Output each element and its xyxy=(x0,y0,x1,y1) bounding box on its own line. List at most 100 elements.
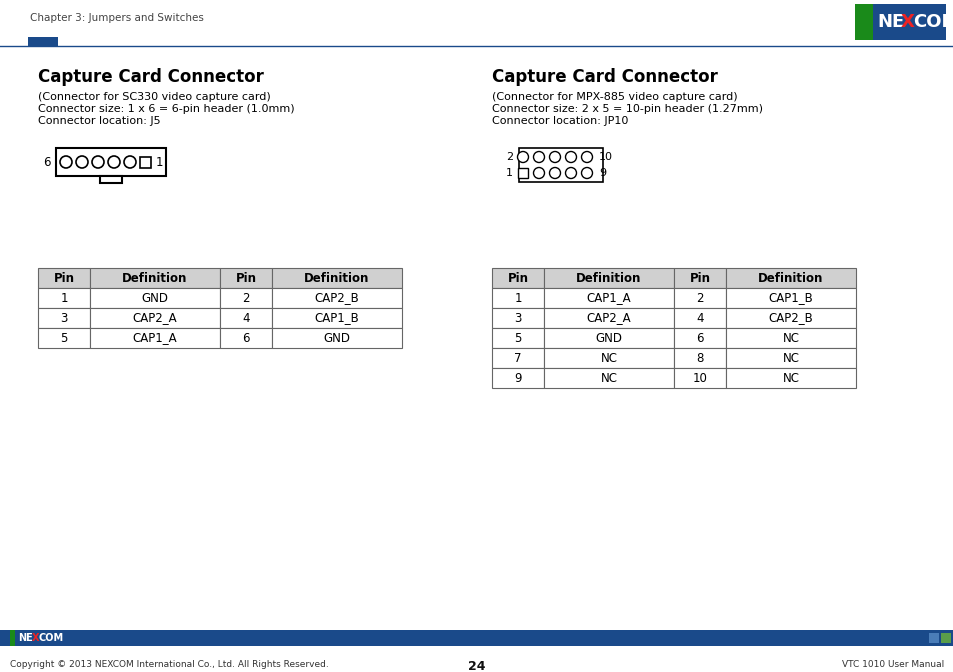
Text: 3: 3 xyxy=(514,312,521,325)
Circle shape xyxy=(549,167,560,179)
Bar xyxy=(90,328,220,348)
Bar xyxy=(518,148,602,182)
Circle shape xyxy=(76,156,88,168)
Bar xyxy=(38,308,90,328)
Text: (Connector for MPX-885 video capture card): (Connector for MPX-885 video capture car… xyxy=(492,92,737,102)
Text: 1: 1 xyxy=(155,155,163,169)
Text: CAP1_B: CAP1_B xyxy=(768,292,813,304)
Text: NC: NC xyxy=(599,351,617,364)
Bar xyxy=(673,368,725,388)
Circle shape xyxy=(108,156,120,168)
Text: X: X xyxy=(900,13,914,31)
Bar xyxy=(272,308,401,328)
Text: Definition: Definition xyxy=(758,271,822,284)
Bar xyxy=(220,308,272,328)
Bar xyxy=(543,268,673,288)
Text: Definition: Definition xyxy=(122,271,188,284)
Text: Connector size: 2 x 5 = 10-pin header (1.27mm): Connector size: 2 x 5 = 10-pin header (1… xyxy=(492,104,762,114)
Bar xyxy=(854,4,945,40)
Text: 1: 1 xyxy=(505,168,513,178)
Bar xyxy=(56,148,166,176)
Text: Pin: Pin xyxy=(507,271,528,284)
Bar xyxy=(492,288,543,308)
Bar xyxy=(725,368,855,388)
Bar xyxy=(725,288,855,308)
Text: GND: GND xyxy=(323,331,350,345)
Text: Copyright © 2013 NEXCOM International Co., Ltd. All Rights Reserved.: Copyright © 2013 NEXCOM International Co… xyxy=(10,660,329,669)
Bar xyxy=(854,4,872,40)
Circle shape xyxy=(533,151,544,163)
Bar xyxy=(492,368,543,388)
Text: 6: 6 xyxy=(242,331,250,345)
Bar xyxy=(28,37,58,46)
Bar xyxy=(220,268,272,288)
Text: 10: 10 xyxy=(598,152,613,162)
Bar xyxy=(492,268,543,288)
Bar xyxy=(0,630,953,646)
Text: Pin: Pin xyxy=(689,271,710,284)
Text: X: X xyxy=(32,633,39,643)
Bar xyxy=(673,308,725,328)
Text: 9: 9 xyxy=(514,372,521,384)
Text: Definition: Definition xyxy=(304,271,370,284)
Text: Connector location: JP10: Connector location: JP10 xyxy=(492,116,628,126)
Text: CAP2_B: CAP2_B xyxy=(314,292,359,304)
Circle shape xyxy=(549,151,560,163)
Text: 2: 2 xyxy=(505,152,513,162)
Text: NE: NE xyxy=(18,633,32,643)
Circle shape xyxy=(533,167,544,179)
Text: 5: 5 xyxy=(60,331,68,345)
Bar xyxy=(725,348,855,368)
Bar xyxy=(272,328,401,348)
Circle shape xyxy=(581,167,592,179)
Bar xyxy=(543,368,673,388)
Bar xyxy=(38,288,90,308)
Bar xyxy=(725,328,855,348)
Bar xyxy=(38,268,90,288)
Bar xyxy=(673,348,725,368)
Bar xyxy=(10,630,15,646)
Text: NC: NC xyxy=(781,351,799,364)
Text: 4: 4 xyxy=(696,312,703,325)
Text: 7: 7 xyxy=(514,351,521,364)
Text: CAP2_A: CAP2_A xyxy=(132,312,177,325)
Bar xyxy=(673,288,725,308)
Text: 6: 6 xyxy=(696,331,703,345)
Text: COM: COM xyxy=(39,633,64,643)
Bar xyxy=(220,288,272,308)
Text: Chapter 3: Jumpers and Switches: Chapter 3: Jumpers and Switches xyxy=(30,13,204,23)
Text: NC: NC xyxy=(599,372,617,384)
Bar xyxy=(90,268,220,288)
Circle shape xyxy=(565,167,576,179)
Text: CAP1_A: CAP1_A xyxy=(586,292,631,304)
Text: NE: NE xyxy=(876,13,903,31)
Text: Connector location: J5: Connector location: J5 xyxy=(38,116,160,126)
Bar xyxy=(38,328,90,348)
Text: CAP2_B: CAP2_B xyxy=(768,312,813,325)
Bar xyxy=(940,633,950,643)
Text: Capture Card Connector: Capture Card Connector xyxy=(38,68,264,86)
Text: GND: GND xyxy=(595,331,622,345)
Text: 6: 6 xyxy=(44,155,51,169)
Bar xyxy=(928,633,938,643)
Text: NC: NC xyxy=(781,331,799,345)
Bar xyxy=(543,328,673,348)
Text: 24: 24 xyxy=(468,660,485,672)
Text: 1: 1 xyxy=(514,292,521,304)
Bar xyxy=(543,308,673,328)
Text: Connector size: 1 x 6 = 6-pin header (1.0mm): Connector size: 1 x 6 = 6-pin header (1.… xyxy=(38,104,294,114)
Bar xyxy=(90,308,220,328)
Text: 8: 8 xyxy=(696,351,703,364)
Circle shape xyxy=(91,156,104,168)
Bar xyxy=(272,268,401,288)
Bar xyxy=(543,288,673,308)
Text: (Connector for SC330 video capture card): (Connector for SC330 video capture card) xyxy=(38,92,271,102)
Bar xyxy=(673,268,725,288)
Text: 9: 9 xyxy=(598,168,605,178)
Circle shape xyxy=(60,156,71,168)
Bar xyxy=(272,288,401,308)
Text: CAP1_B: CAP1_B xyxy=(314,312,359,325)
Text: CAP2_A: CAP2_A xyxy=(586,312,631,325)
Bar xyxy=(673,328,725,348)
Text: 4: 4 xyxy=(242,312,250,325)
